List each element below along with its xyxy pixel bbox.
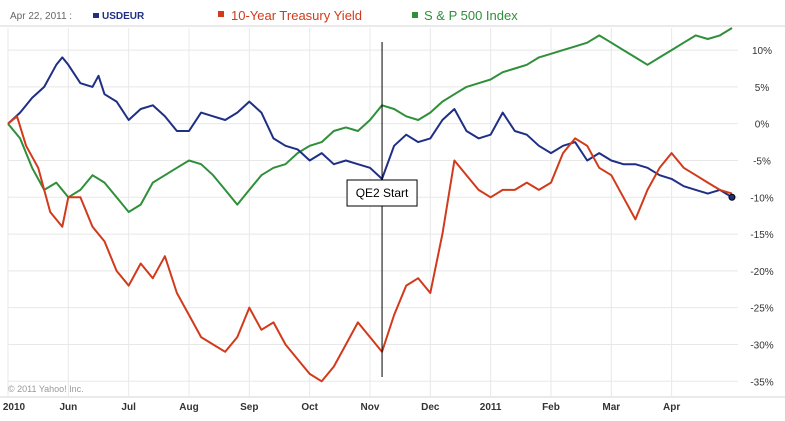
y-tick-label: -5% — [753, 156, 771, 167]
qe2-annotation-box — [346, 179, 418, 207]
x-tick-label: Mar — [602, 402, 620, 413]
x-tick-label: Aug — [179, 402, 198, 413]
treasury-swatch — [218, 11, 224, 17]
x-tick-label: Oct — [301, 402, 318, 413]
x-tick-label: Apr — [663, 402, 680, 413]
y-axis-ticks: 10% 5% 0% -5% -10% -15% -20% -25% -30% -35% — [750, 46, 773, 388]
series-layer — [7, 27, 733, 383]
qe2-annotation-label: QE2 Start — [356, 186, 409, 200]
usdeur-end-marker — [728, 193, 736, 201]
legend-sp500-label: S & P 500 Index — [424, 8, 518, 23]
y-tick-label: 10% — [752, 46, 772, 57]
series-line-10-year-treasury-yield — [7, 115, 733, 383]
x-tick-label: 2011 — [480, 402, 502, 413]
x-tick-label: 2010 — [3, 402, 26, 413]
qe2-annotation: QE2 Start — [346, 179, 418, 207]
x-axis-ticks: 2010 Jun Jul Aug Sep Oct Nov Dec 2011 Feb Mar Apr — [3, 402, 680, 413]
legend-date: Apr 22, 2011 : — [10, 11, 72, 22]
sp500-swatch — [412, 12, 418, 18]
y-tick-label: 5% — [755, 83, 770, 94]
series-line-s-p-500-index — [7, 27, 733, 213]
copyright: © 2011 Yahoo! Inc. — [8, 384, 84, 394]
x-tick-label: Sep — [240, 402, 258, 413]
y-tick-label: -20% — [750, 267, 773, 278]
legend-treasury-label: 10-Year Treasury Yield — [231, 8, 362, 23]
grid — [7, 28, 738, 396]
legend-treasury: 10-Year Treasury Yield — [218, 8, 362, 23]
legend-sp500: S & P 500 Index — [412, 8, 518, 23]
x-tick-label: Jun — [59, 402, 77, 413]
y-tick-label: -10% — [750, 193, 773, 204]
x-tick-label: Feb — [542, 402, 560, 413]
legend-usdeur-label: USDEUR — [102, 11, 145, 22]
usdeur-swatch — [93, 13, 99, 18]
legend-usdeur: USDEUR — [93, 11, 145, 22]
y-tick-label: -25% — [750, 304, 773, 315]
series-line-usdeur — [7, 56, 733, 199]
y-tick-label: -30% — [750, 340, 773, 351]
y-tick-label: 0% — [755, 120, 770, 131]
y-tick-label: -15% — [750, 230, 773, 241]
x-tick-label: Nov — [361, 402, 380, 413]
y-tick-label: -35% — [750, 377, 773, 388]
x-tick-label: Jul — [121, 402, 136, 413]
x-tick-label: Dec — [421, 402, 440, 413]
